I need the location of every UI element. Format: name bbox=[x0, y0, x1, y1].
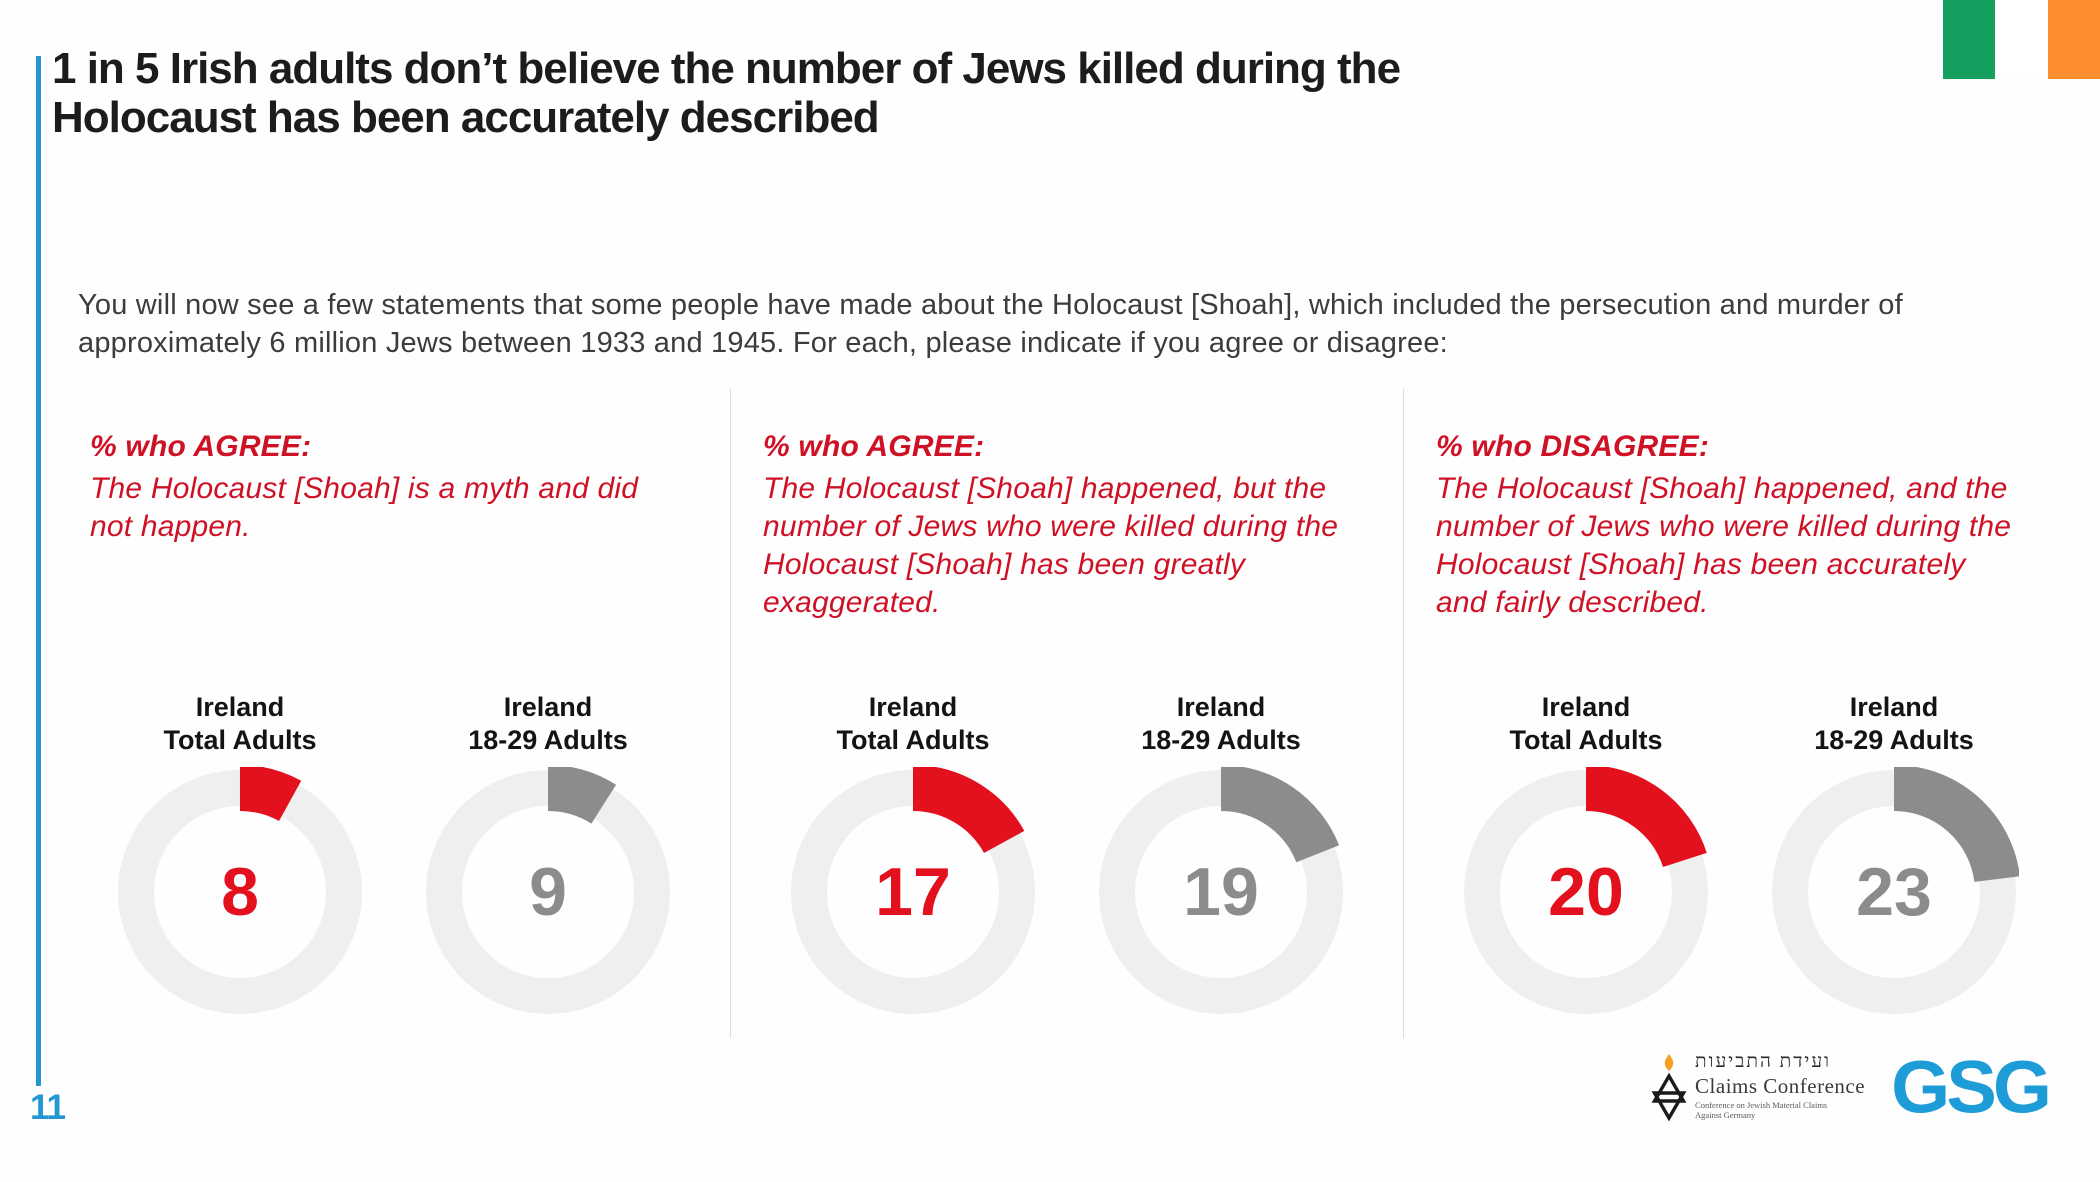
flag-stripe-white bbox=[1995, 0, 2048, 79]
chart-value: 20 bbox=[1548, 854, 1624, 930]
donut-chart-row: Ireland Total Adults 20 Ireland 18-29 Adul… bbox=[1404, 691, 2076, 1017]
claims-conference-logo: ועידת התביעות Claims Conference Conferen… bbox=[1651, 1052, 1865, 1124]
page-title-line2: Holocaust has been accurately described bbox=[52, 93, 880, 142]
page-title: 1 in 5 Irish adults don’t believe the nu… bbox=[52, 44, 2032, 142]
donut-chart-group: Ireland Total Adults 17 bbox=[788, 691, 1038, 1017]
flame-icon bbox=[1664, 1054, 1674, 1071]
chart-value: 8 bbox=[221, 854, 259, 930]
footer-logos: ועידת התביעות Claims Conference Conferen… bbox=[1651, 1045, 2052, 1130]
donut-chart: 9 bbox=[423, 767, 673, 1017]
claims-conference-name: Claims Conference bbox=[1695, 1074, 1866, 1098]
chart-value: 9 bbox=[529, 854, 567, 930]
donut-chart-group: Ireland 18-29 Adults 19 bbox=[1096, 691, 1346, 1017]
donut-ring-icon bbox=[1096, 767, 1346, 1017]
statement-column-3: % who DISAGREE: The Holocaust [Shoah] ha… bbox=[1403, 388, 2076, 1038]
chart-label: Ireland 18-29 Adults bbox=[1141, 692, 1301, 755]
statement-columns: % who AGREE: The Holocaust [Shoah] is a … bbox=[58, 388, 2076, 1038]
claims-conference-hebrew: ועידת התביעות bbox=[1695, 1051, 1831, 1072]
chart-value: 19 bbox=[1183, 854, 1259, 930]
chart-label: Ireland Total Adults bbox=[1509, 692, 1663, 755]
flag-stripe-orange bbox=[2047, 0, 2100, 79]
donut-chart: 8 bbox=[115, 767, 365, 1017]
column-statement: The Holocaust [Shoah] is a myth and did … bbox=[90, 472, 639, 543]
donut-ring-icon bbox=[1769, 767, 2019, 1017]
gsg-logo: GSG bbox=[1891, 1045, 2052, 1130]
donut-chart-row: Ireland Total Adults 17 Ireland 18-29 Adul… bbox=[731, 691, 1403, 1017]
chart-value: 23 bbox=[1856, 854, 1932, 930]
donut-chart-group: Ireland Total Adults 20 bbox=[1461, 691, 1711, 1017]
donut-ring-icon bbox=[423, 767, 673, 1017]
donut-ring-icon bbox=[1461, 767, 1711, 1017]
donut-chart-group: Ireland Total Adults 8 bbox=[115, 691, 365, 1017]
star-of-david-icon bbox=[1651, 1054, 1687, 1122]
donut-chart-group: Ireland 18-29 Adults 9 bbox=[423, 691, 673, 1017]
chart-label: Ireland 18-29 Adults bbox=[468, 692, 628, 755]
chart-value: 17 bbox=[875, 854, 951, 930]
statement-column-2: % who AGREE: The Holocaust [Shoah] happe… bbox=[730, 388, 1403, 1038]
page-number: 11 bbox=[30, 1088, 66, 1127]
left-accent-bar bbox=[36, 56, 41, 1086]
chart-label: Ireland Total Adults bbox=[836, 692, 990, 755]
donut-chart: 20 bbox=[1461, 767, 1711, 1017]
column-heading: % who AGREE: bbox=[90, 430, 312, 463]
claims-conference-text: ועידת התביעות Claims Conference Conferen… bbox=[1695, 1051, 1866, 1121]
donut-chart: 23 bbox=[1769, 767, 2019, 1017]
page-title-line1: 1 in 5 Irish adults don’t believe the nu… bbox=[52, 44, 1401, 93]
ireland-flag-icon bbox=[1943, 0, 2100, 79]
donut-chart-row: Ireland Total Adults 8 Ireland 18-29 Adult… bbox=[58, 691, 730, 1017]
column-statement: The Holocaust [Shoah] happened, but the … bbox=[763, 472, 1339, 619]
donut-ring-icon bbox=[115, 767, 365, 1017]
chart-label: Ireland Total Adults bbox=[163, 692, 317, 755]
donut-ring-icon bbox=[788, 767, 1038, 1017]
donut-chart: 19 bbox=[1096, 767, 1346, 1017]
donut-chart-group: Ireland 18-29 Adults 23 bbox=[1769, 691, 2019, 1017]
column-heading: % who AGREE: bbox=[763, 430, 985, 463]
chart-label: Ireland 18-29 Adults bbox=[1814, 692, 1974, 755]
column-statement: The Holocaust [Shoah] happened, and the … bbox=[1436, 472, 2012, 619]
statement-column-1: % who AGREE: The Holocaust [Shoah] is a … bbox=[58, 388, 730, 1038]
intro-text: You will now see a few statements that s… bbox=[78, 289, 1903, 359]
claims-conference-subtext: Conference on Jewish Material Claims Agai… bbox=[1695, 1100, 1828, 1120]
column-heading: % who DISAGREE: bbox=[1436, 430, 1710, 463]
donut-chart: 17 bbox=[788, 767, 1038, 1017]
flag-stripe-green bbox=[1943, 0, 1996, 79]
